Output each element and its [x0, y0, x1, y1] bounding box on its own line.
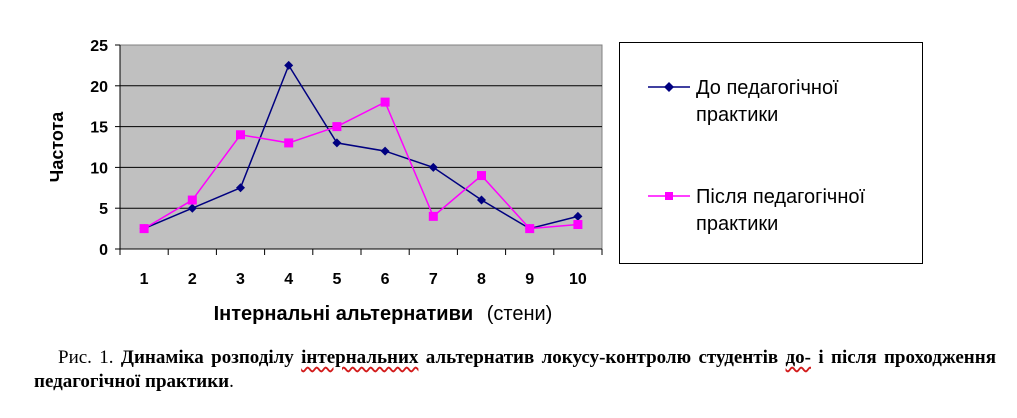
data-point-square [332, 122, 342, 132]
series-lines [143, 63, 579, 230]
x-axis-label-unit: (стени) [487, 303, 553, 325]
data-point-diamond [332, 138, 342, 148]
data-point-diamond [236, 183, 245, 193]
gridlines [120, 85, 602, 209]
y-tick-label: 20 [90, 79, 108, 96]
caption-title: Динаміка розподілу інтернальних альтерна… [34, 347, 996, 392]
x-axis-ticks: 1 2 3 4 5 6 7 8 9 10 [119, 45, 603, 288]
x-axis-label: Інтернальні альтернативи (стени) [214, 303, 553, 325]
data-point-diamond [187, 203, 197, 213]
y-axis-label: Частота [47, 111, 67, 183]
data-point-square [187, 195, 197, 205]
x-tick-label: 1 [140, 271, 149, 288]
data-point-square [236, 130, 245, 140]
chart-legend: До педагогічної практики Після педагогіч… [619, 42, 923, 264]
legend-marker-diamond [648, 82, 690, 92]
y-tick-label: 15 [90, 120, 108, 137]
legend-label-before: До педагогічної практики [696, 77, 839, 126]
data-point-diamond [573, 211, 583, 221]
x-axis-label-main: Інтернальні альтернативи [214, 303, 474, 325]
x-tick-label: 7 [429, 271, 438, 288]
x-tick-label: 5 [332, 271, 341, 288]
y-tick-label: 5 [99, 201, 108, 218]
y-axis-ticks: 0 5 10 15 20 25 [90, 38, 120, 259]
data-point-square [380, 97, 390, 107]
series-line-0 [143, 63, 579, 230]
y-tick-label: 0 [99, 242, 108, 259]
figure-caption: Рис. 1. Динаміка розподілу інтернальних … [34, 346, 996, 394]
data-point-square [428, 211, 438, 221]
data-point-diamond [284, 60, 294, 70]
legend-label-after: Після педагогічної практики [696, 186, 866, 235]
caption-suffix: . [229, 371, 234, 392]
data-point-diamond [477, 195, 486, 205]
x-tick-label: 3 [236, 271, 245, 288]
data-point-diamond [428, 162, 438, 172]
x-tick-label: 4 [284, 271, 293, 288]
legend-item-after: Після педагогічної практики [648, 184, 916, 238]
series-markers [139, 60, 583, 234]
x-tick-label: 10 [569, 271, 587, 288]
x-tick-label: 8 [477, 271, 486, 288]
series-line-1 [143, 101, 578, 230]
caption-title-part3: і після проходження педагогічної практик… [34, 347, 996, 392]
data-point-square [284, 138, 294, 148]
data-point-square [525, 224, 535, 234]
y-tick-label: 10 [90, 160, 108, 177]
data-point-square [477, 171, 486, 181]
legend-marker-square [648, 192, 690, 200]
caption-title-do: до- [785, 347, 811, 368]
y-tick-label: 25 [90, 38, 108, 55]
caption-title-internal: інтернальних [301, 347, 419, 368]
x-tick-label: 2 [188, 271, 197, 288]
caption-title-part1: Динаміка розподілу [120, 347, 302, 368]
data-point-square [139, 224, 149, 234]
data-point-diamond [380, 146, 390, 156]
data-point-square [573, 220, 583, 230]
caption-prefix: Рис. 1. [58, 347, 121, 368]
line-chart: 0 5 10 15 20 25 1 2 3 4 5 6 7 8 9 10 Частота Інтерналь… [47, 38, 603, 325]
legend-item-before: До педагогічної практики [648, 75, 916, 129]
x-tick-label: 6 [381, 271, 390, 288]
caption-title-part2: альтернатив локусу-контролю студентів [418, 347, 786, 368]
x-tick-label: 9 [525, 271, 534, 288]
